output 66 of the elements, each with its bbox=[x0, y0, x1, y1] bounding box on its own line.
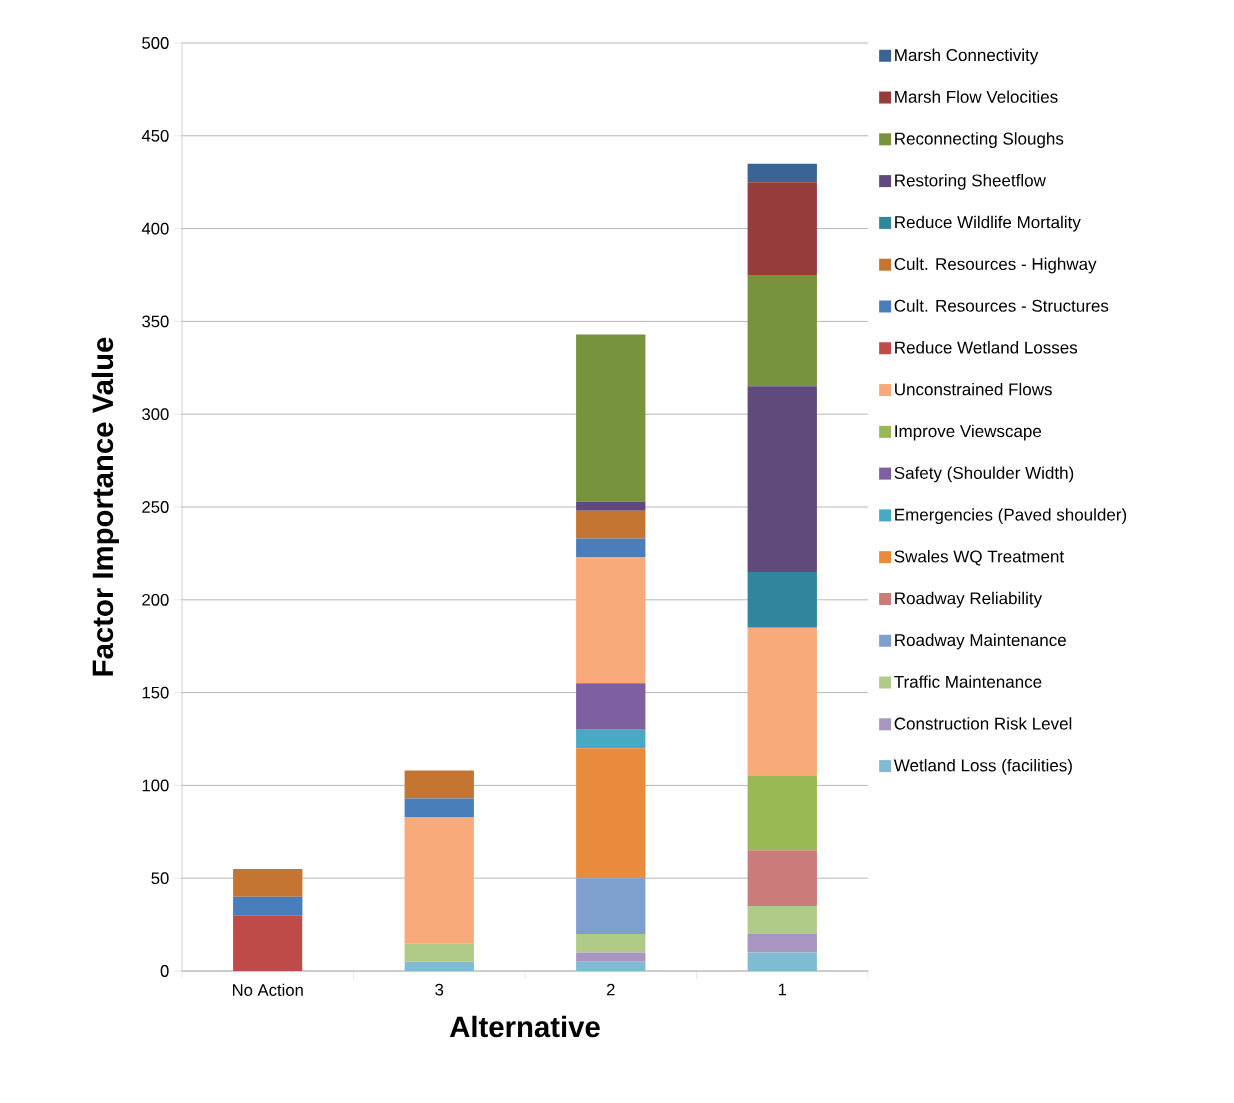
legend-label: Roadway Reliability bbox=[895, 591, 1043, 608]
legend-label: Roadway Maintenance bbox=[895, 633, 1066, 650]
legend-label: Reduce Wetland Losses bbox=[895, 341, 1078, 354]
y-tick-label: 400 bbox=[141, 222, 169, 235]
bar bbox=[747, 906, 817, 934]
legend-label: Reconnecting Sloughs bbox=[895, 132, 1064, 149]
bar bbox=[747, 571, 817, 628]
y-tick-label: 200 bbox=[142, 593, 169, 606]
y-tick-label: 100 bbox=[142, 779, 169, 792]
y-tick-label: 300 bbox=[142, 408, 169, 421]
bar bbox=[576, 748, 646, 879]
bar bbox=[233, 915, 303, 971]
bar bbox=[576, 510, 646, 539]
bar bbox=[747, 182, 817, 275]
legend-label: Swales WQ Treatment bbox=[894, 550, 1065, 566]
legend-label: Restoring Sheetflow bbox=[895, 173, 1046, 190]
bar bbox=[576, 538, 646, 558]
bar bbox=[404, 943, 474, 962]
legend-label: Cult. Resources - Highway bbox=[894, 257, 1097, 274]
bar bbox=[576, 729, 646, 749]
bar bbox=[747, 275, 817, 387]
x-tick-label: No Action bbox=[232, 983, 303, 996]
bar bbox=[747, 163, 817, 183]
bar bbox=[404, 961, 474, 971]
bar bbox=[233, 896, 303, 916]
legend-label: Emergencies (Paved shoulder) bbox=[895, 508, 1127, 525]
y-tick-label: 350 bbox=[142, 315, 169, 328]
bar bbox=[747, 776, 817, 851]
x-tick-label: 1 bbox=[778, 983, 787, 996]
legend-label: Marsh Connectivity bbox=[895, 48, 1039, 65]
bar bbox=[576, 952, 646, 962]
bar bbox=[747, 933, 817, 953]
y-tick-label: 500 bbox=[142, 37, 169, 49]
y-tick-label: 50 bbox=[151, 872, 169, 885]
bar bbox=[747, 627, 817, 777]
legend-label: Traffic Maintenance bbox=[894, 675, 1042, 688]
y-tick-label: 450 bbox=[141, 129, 169, 142]
bar bbox=[576, 334, 646, 502]
bar bbox=[404, 770, 474, 799]
bar bbox=[576, 878, 646, 934]
x-tick-label: 2 bbox=[606, 983, 615, 996]
bar bbox=[576, 501, 646, 511]
y-tick-label: 0 bbox=[160, 965, 169, 977]
bar bbox=[576, 683, 646, 730]
legend-label: Marsh Flow Velocities bbox=[895, 90, 1058, 103]
legend-label: Unconstrained Flows bbox=[895, 382, 1052, 396]
y-tick-label: 150 bbox=[142, 686, 169, 699]
y-tick-label: 250 bbox=[142, 501, 169, 513]
x-axis-title: Alternative bbox=[449, 1015, 600, 1038]
legend-label: Reduce Wildlife Mortality bbox=[895, 215, 1081, 232]
bar bbox=[233, 868, 303, 897]
legend-label: Wetland Loss (facilities) bbox=[893, 758, 1072, 775]
legend-label: Construction Risk Level bbox=[894, 717, 1072, 730]
bar bbox=[576, 557, 646, 684]
bar bbox=[747, 386, 817, 572]
bar bbox=[747, 952, 817, 971]
x-tick-label: 3 bbox=[435, 983, 444, 996]
bar bbox=[404, 798, 474, 817]
bar bbox=[747, 850, 817, 907]
legend-label: Cult. Resources - Structures bbox=[894, 299, 1109, 312]
bar bbox=[576, 933, 646, 953]
legend-label: Safety (Shoulder Width) bbox=[894, 466, 1074, 483]
y-axis-title: Factor Importance Value bbox=[91, 337, 119, 676]
bar bbox=[404, 816, 474, 944]
bar bbox=[576, 961, 646, 971]
legend-label: Improve Viewscape bbox=[895, 424, 1042, 441]
